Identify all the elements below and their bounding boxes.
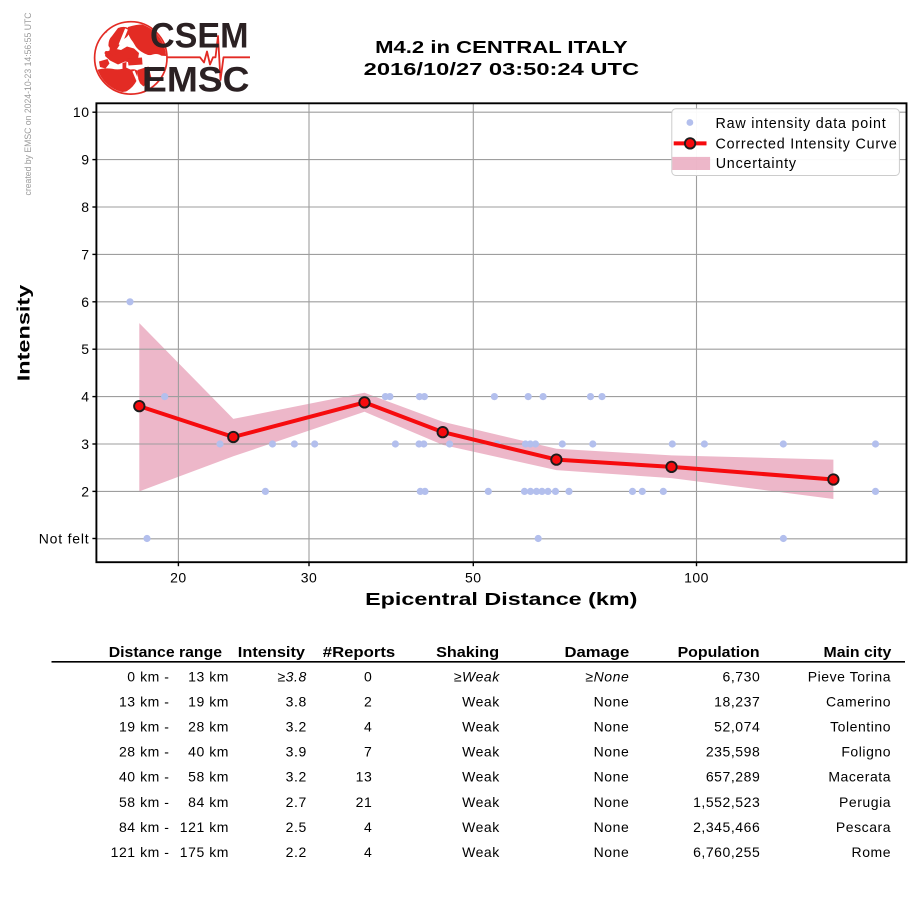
svg-text:84 km: 84 km [188, 794, 229, 810]
svg-text:30: 30 [301, 570, 318, 586]
svg-text:Weak: Weak [462, 794, 500, 810]
svg-text:Pescara: Pescara [836, 819, 891, 835]
svg-text:Macerata: Macerata [828, 769, 891, 785]
svg-text:28 km: 28 km [188, 719, 229, 735]
svg-text:3.2: 3.2 [286, 719, 307, 735]
svg-text:20: 20 [170, 570, 187, 586]
svg-text:19 km -: 19 km - [119, 719, 170, 735]
svg-text:58 km -: 58 km - [119, 794, 170, 810]
svg-text:Rome: Rome [852, 844, 892, 860]
svg-text:13 km -: 13 km - [119, 694, 170, 710]
svg-text:Distance range: Distance range [109, 645, 222, 661]
svg-text:Camerino: Camerino [826, 694, 891, 710]
svg-text:None: None [594, 844, 630, 860]
svg-text:created by EMSC on 2024-10-23: created by EMSC on 2024-10-23 14:56:55 U… [23, 12, 33, 195]
svg-text:4: 4 [364, 844, 372, 860]
svg-text:Pieve Torina: Pieve Torina [808, 668, 891, 684]
svg-text:None: None [594, 819, 630, 835]
svg-text:4: 4 [364, 819, 372, 835]
svg-text:8: 8 [81, 199, 89, 215]
svg-text:40 km: 40 km [188, 744, 229, 760]
svg-text:None: None [594, 719, 630, 735]
svg-text:≥Weak: ≥Weak [454, 668, 500, 684]
svg-text:6: 6 [81, 294, 89, 310]
svg-text:Intensity: Intensity [238, 645, 306, 661]
svg-text:50: 50 [465, 570, 482, 586]
svg-text:CSEM: CSEM [150, 15, 249, 55]
svg-text:M4.2 in CENTRAL ITALY: M4.2 in CENTRAL ITALY [375, 37, 628, 57]
svg-text:84 km -: 84 km - [119, 819, 170, 835]
svg-text:13 km: 13 km [188, 668, 229, 684]
svg-text:≥3.8: ≥3.8 [277, 668, 306, 684]
svg-text:2.5: 2.5 [286, 819, 307, 835]
svg-text:Weak: Weak [462, 844, 500, 860]
svg-text:Tolentino: Tolentino [830, 719, 891, 735]
svg-text:Weak: Weak [462, 819, 500, 835]
svg-text:3.2: 3.2 [286, 769, 307, 785]
svg-text:7: 7 [81, 246, 89, 262]
svg-text:Raw intensity data point: Raw intensity data point [716, 116, 887, 132]
svg-text:9: 9 [81, 152, 89, 168]
svg-text:Weak: Weak [462, 694, 500, 710]
svg-text:2: 2 [81, 483, 89, 499]
svg-text:Intensity: Intensity [14, 284, 34, 381]
svg-text:7: 7 [364, 744, 372, 760]
svg-text:EMSC: EMSC [142, 59, 250, 99]
svg-text:None: None [594, 769, 630, 785]
svg-text:4: 4 [81, 389, 89, 405]
svg-text:121 km: 121 km [180, 819, 229, 835]
svg-text:2.7: 2.7 [286, 794, 307, 810]
svg-text:3.9: 3.9 [286, 744, 307, 760]
svg-text:19 km: 19 km [188, 694, 229, 710]
svg-text:657,289: 657,289 [706, 769, 760, 785]
svg-text:Foligno: Foligno [841, 744, 891, 760]
svg-text:Weak: Weak [462, 769, 500, 785]
svg-text:Corrected Intensity Curve: Corrected Intensity Curve [716, 137, 898, 153]
svg-text:52,074: 52,074 [714, 719, 760, 735]
svg-text:Shaking: Shaking [436, 645, 499, 661]
svg-text:Uncertainty: Uncertainty [716, 156, 797, 172]
svg-text:175 km: 175 km [180, 844, 229, 860]
svg-text:40 km -: 40 km - [119, 769, 170, 785]
svg-text:6,760,255: 6,760,255 [693, 844, 760, 860]
svg-text:4: 4 [364, 719, 372, 735]
svg-text:58 km: 58 km [188, 769, 229, 785]
svg-text:Weak: Weak [462, 719, 500, 735]
svg-text:21: 21 [356, 794, 373, 810]
svg-text:100: 100 [684, 570, 709, 586]
svg-text:10: 10 [73, 104, 90, 120]
svg-text:None: None [594, 744, 630, 760]
svg-text:121 km -: 121 km - [111, 844, 170, 860]
svg-text:≥None: ≥None [585, 668, 629, 684]
svg-text:2,345,466: 2,345,466 [693, 819, 760, 835]
svg-text:0: 0 [364, 668, 372, 684]
svg-text:5: 5 [81, 341, 89, 357]
svg-text:18,237: 18,237 [714, 694, 760, 710]
svg-text:Main city: Main city [824, 645, 893, 661]
svg-text:28 km -: 28 km - [119, 744, 170, 760]
svg-text:2.2: 2.2 [286, 844, 307, 860]
svg-text:#Reports: #Reports [323, 645, 395, 661]
svg-text:Perugia: Perugia [839, 794, 891, 810]
svg-text:1,552,523: 1,552,523 [693, 794, 760, 810]
svg-text:3.8: 3.8 [286, 694, 307, 710]
svg-text:None: None [594, 794, 630, 810]
svg-text:Population: Population [678, 645, 760, 661]
svg-text:6,730: 6,730 [723, 668, 761, 684]
svg-text:0 km -: 0 km - [127, 668, 169, 684]
svg-text:2016/10/27 03:50:24 UTC: 2016/10/27 03:50:24 UTC [364, 59, 640, 79]
svg-text:2: 2 [364, 694, 372, 710]
svg-text:Epicentral Distance (km): Epicentral Distance (km) [365, 589, 637, 609]
svg-text:Not felt: Not felt [39, 531, 90, 547]
svg-text:13: 13 [356, 769, 373, 785]
svg-text:3: 3 [81, 436, 89, 452]
svg-text:None: None [594, 694, 630, 710]
svg-text:Damage: Damage [565, 645, 630, 661]
svg-text:Weak: Weak [462, 744, 500, 760]
svg-text:235,598: 235,598 [706, 744, 760, 760]
